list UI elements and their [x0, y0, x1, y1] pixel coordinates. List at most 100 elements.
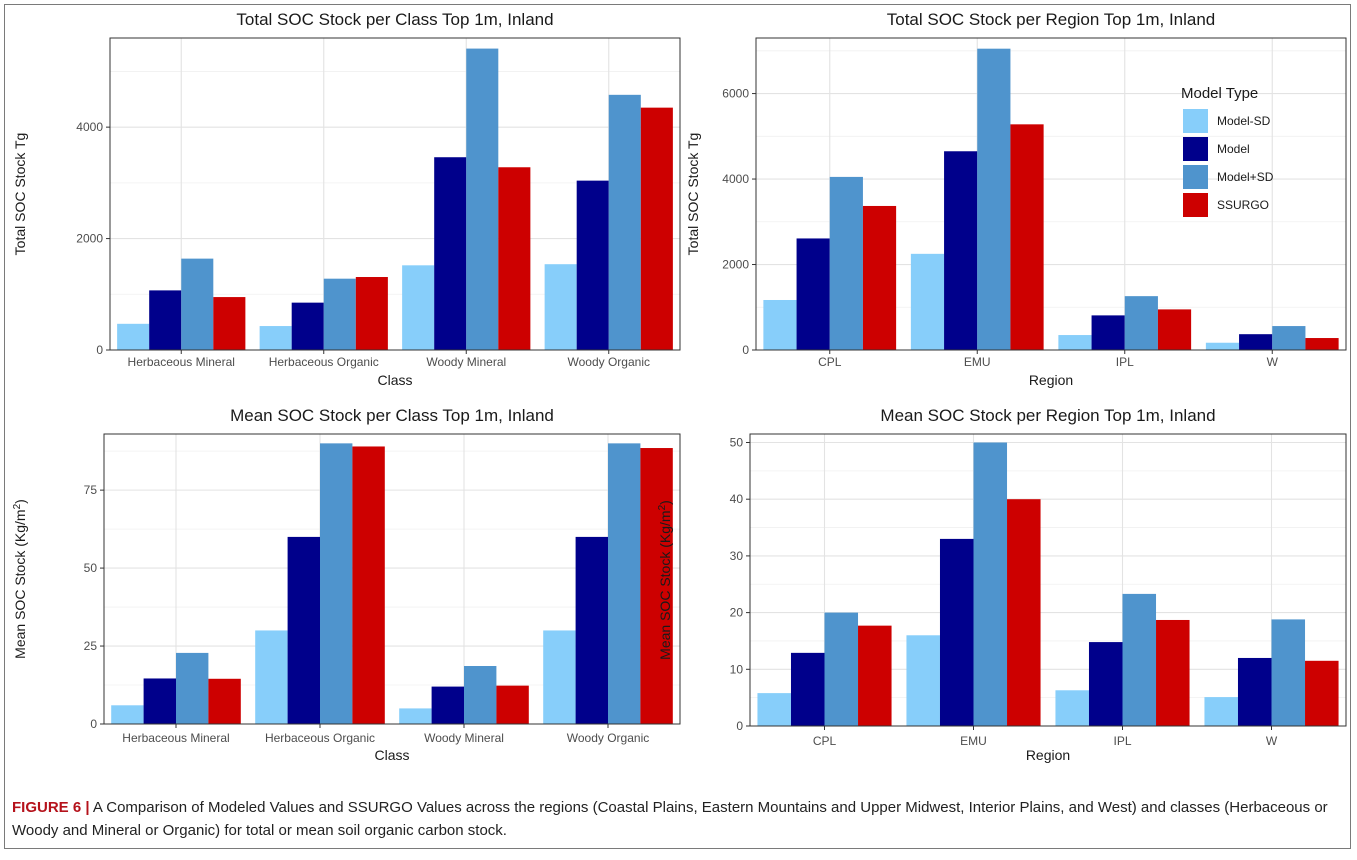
bar-model-sd-woody-mineral [464, 666, 497, 724]
legend-swatch-ssurgo [1183, 193, 1208, 217]
x-tick-label: Herbaceous Organic [265, 731, 375, 745]
bar-model-ipl [1091, 315, 1125, 350]
y-axis-label-superscript: 2 [657, 504, 668, 510]
legend-label: Model [1217, 142, 1250, 156]
chart-panel-4: 0 10 20 30 40 50 CPL EMU IPL W Mean SOC Stock per … [657, 406, 1347, 763]
y-axis-label-end: ) [12, 499, 28, 504]
bar-model-sd-w [1204, 697, 1238, 726]
legend-title: Model Type [1181, 85, 1258, 102]
bar-model-sd-cpl [763, 299, 797, 350]
plot-border [109, 37, 681, 351]
bar-model-cpl [790, 652, 825, 726]
figure-caption: FIGURE 6 | A Comparison of Modeled Value… [12, 796, 1337, 842]
bar-ssurgo-herbaceous-mineral [208, 678, 241, 724]
bar-ssurgo-herbaceous-organic [355, 277, 388, 350]
bar-ssurgo-emu [1007, 499, 1041, 726]
x-tick-label: CPL [813, 734, 837, 748]
bar-ssurgo-woody-mineral [496, 685, 529, 724]
y-tick-label: 20 [730, 606, 744, 620]
bar-model-emu [944, 151, 978, 350]
bar-model-sd-herbaceous-mineral [111, 705, 144, 724]
bar-ssurgo-herbaceous-organic [352, 446, 385, 724]
bar-model-w [1239, 334, 1273, 350]
y-axis-label-end: ) [657, 500, 673, 505]
bar-model-sd-cpl [824, 612, 859, 726]
y-tick-label: 40 [730, 492, 744, 506]
chart-panel-3: 0 25 50 75 Herbaceous Mineral Herbaceous Orga… [12, 406, 681, 763]
x-tick-label: EMU [960, 734, 987, 748]
bar-model-herbaceous-mineral [149, 290, 182, 350]
bar-model-woody-mineral [434, 157, 467, 350]
y-tick-label: 2000 [76, 232, 103, 246]
bar-model-cpl [796, 238, 830, 350]
y-tick-label: 10 [730, 662, 744, 676]
y-tick-label: 0 [742, 343, 749, 357]
bar-ssurgo-woody-organic [640, 107, 673, 351]
y-axis-label: Total SOC Stock Tg [12, 133, 28, 256]
y-tick-label: 2000 [722, 258, 749, 272]
bar-ssurgo-herbaceous-mineral [213, 297, 246, 350]
x-tick-label: W [1267, 355, 1279, 369]
bar-model-sd-ipl [1122, 593, 1157, 726]
bar-model-sd-emu [906, 635, 940, 726]
bar-model-woody-mineral [431, 686, 464, 724]
bar-model-sd-herbaceous-mineral [176, 652, 209, 724]
y-axis-label: Mean SOC Stock (Kg/m2) [12, 499, 29, 659]
y-tick-label: 0 [736, 719, 743, 733]
bar-model-sd-woody-organic [608, 443, 641, 724]
bar-model-sd-herbaceous-mineral [181, 258, 214, 350]
x-axis-label: Region [1029, 372, 1073, 388]
chart-title: Mean SOC Stock per Class Top 1m, Inland [230, 406, 554, 425]
y-tick-label: 4000 [76, 120, 103, 134]
bar-model-sd-ipl [1124, 296, 1158, 350]
bar-ssurgo-emu [1010, 124, 1044, 350]
legend-label: Model-SD [1217, 114, 1271, 128]
bar-ssurgo-cpl [862, 205, 897, 350]
bar-ssurgo-ipl [1157, 309, 1192, 350]
y-axis-label: Mean SOC Stock (Kg/m2) [657, 500, 674, 660]
bar-model-sd-cpl [757, 693, 791, 726]
x-tick-label: Herbaceous Mineral [128, 355, 235, 369]
y-tick-label: 0 [90, 717, 97, 731]
caption-label: FIGURE 6 | [12, 799, 90, 816]
x-axis-label: Class [377, 372, 412, 388]
x-axis-label: Region [1026, 747, 1070, 763]
x-tick-label: W [1266, 734, 1278, 748]
y-axis-label: Total SOC Stock Tg [685, 133, 701, 256]
chart-title: Mean SOC Stock per Region Top 1m, Inland [880, 406, 1215, 425]
legend-label: Model+SD [1217, 170, 1274, 184]
bar-model-sd-woody-mineral [466, 48, 499, 350]
bar-model-sd-w [1272, 326, 1306, 350]
bar-ssurgo-w [1305, 338, 1339, 350]
y-tick-label: 0 [96, 343, 103, 357]
x-tick-label: Woody Mineral [426, 355, 506, 369]
bar-ssurgo-cpl [858, 625, 892, 726]
legend-swatch-model-sd [1183, 165, 1208, 189]
chart-title: Total SOC Stock per Class Top 1m, Inland [236, 10, 553, 29]
x-tick-label: Woody Mineral [424, 731, 504, 745]
plot-border [749, 433, 1347, 727]
bar-model-ipl [1088, 642, 1123, 726]
chart-title: Total SOC Stock per Region Top 1m, Inlan… [887, 10, 1216, 29]
bar-model-w [1237, 657, 1272, 726]
bar-model-sd-w [1205, 342, 1240, 350]
x-tick-label: Herbaceous Mineral [122, 731, 229, 745]
bar-model-woody-organic [576, 180, 609, 350]
y-tick-label: 6000 [722, 87, 749, 101]
bar-model-sd-woody-organic [608, 94, 641, 350]
x-axis-label: Class [374, 747, 409, 763]
legend-swatch-model [1183, 137, 1208, 161]
caption-text: A Comparison of Modeled Values and SSURG… [12, 799, 1328, 839]
legend-swatch-model-sd [1183, 109, 1208, 133]
x-tick-label: Herbaceous Organic [269, 355, 379, 369]
bar-model-sd-ipl [1055, 690, 1089, 726]
bar-model-woody-organic [575, 536, 608, 724]
bar-ssurgo-ipl [1156, 619, 1190, 726]
x-tick-label: Woody Organic [567, 731, 649, 745]
bar-model-sd-herbaceous-organic [255, 630, 288, 724]
chart-panel-2: 0 2000 4000 6000 CPL EMU IPL W Total SOC Stock p… [685, 10, 1347, 388]
bar-model-herbaceous-organic [287, 536, 320, 724]
x-tick-label: Woody Organic [568, 355, 650, 369]
plot-border [755, 37, 1347, 351]
